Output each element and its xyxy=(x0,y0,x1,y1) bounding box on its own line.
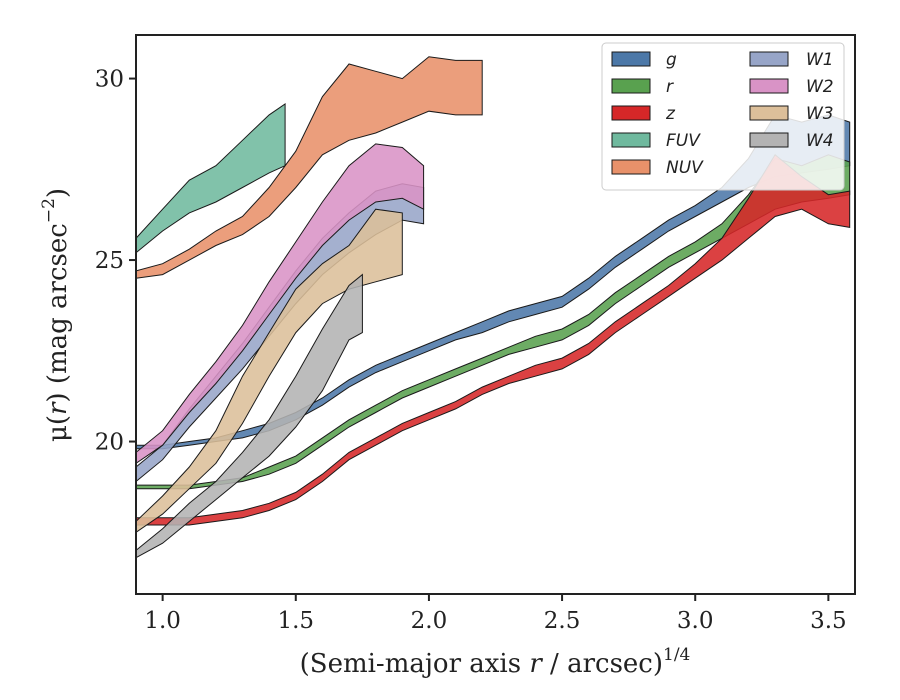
legend: grz FUV NUV W1 W2 W3 W4 xyxy=(601,42,845,191)
legend-label-W2: W2 xyxy=(806,77,834,97)
ticks-layer: 1.0 1.5 2.0 2.5 3.0 3.5 20 25 30 xyxy=(95,67,847,634)
y-tick-label: 25 xyxy=(95,248,124,274)
x-tick-label: 1.5 xyxy=(277,608,314,634)
bands-layer xyxy=(136,56,851,559)
legend-swatch-FUV xyxy=(611,132,651,148)
y-tick-label: 30 xyxy=(95,67,124,93)
x-axis-label: (Semi-major axis r / arcsec)1/4 xyxy=(300,645,691,679)
band-NUV xyxy=(136,56,483,279)
legend-label-W3: W3 xyxy=(806,104,834,124)
legend-swatch-NUV xyxy=(611,159,651,175)
x-tick-label: 2.0 xyxy=(411,608,448,634)
legend-swatch-r xyxy=(611,78,651,94)
legend-swatch-W2 xyxy=(749,78,789,94)
x-tick-label: 2.5 xyxy=(544,608,581,634)
legend-label-W1: W1 xyxy=(806,50,834,70)
legend-label-r: r xyxy=(666,77,674,97)
plot-frame xyxy=(135,34,856,595)
legend-swatch-z xyxy=(611,105,651,121)
legend-swatch-W4 xyxy=(749,132,789,148)
legend-label-FUV: FUV xyxy=(666,131,701,151)
legend-swatch-W3 xyxy=(749,105,789,121)
y-tick-label: 20 xyxy=(95,430,124,456)
legend-label-W4: W4 xyxy=(806,131,834,151)
legend-label-g: g xyxy=(666,50,677,70)
band-W3 xyxy=(136,208,403,533)
x-tick-label: 3.5 xyxy=(810,608,847,634)
legend-swatch-W1 xyxy=(749,51,789,67)
band-FUV xyxy=(136,103,286,254)
band-W4 xyxy=(136,273,363,559)
x-tick-label: 1.0 xyxy=(144,608,181,634)
band-z xyxy=(136,154,851,526)
band-W2 xyxy=(136,143,425,464)
x-tick-label: 3.0 xyxy=(677,608,714,634)
legend-label-NUV: NUV xyxy=(666,158,704,178)
y-axis-label: μ(r) (mag arcsec−2) xyxy=(39,188,73,442)
legend-label-z: z xyxy=(665,104,676,124)
legend-swatch-g xyxy=(611,51,651,67)
